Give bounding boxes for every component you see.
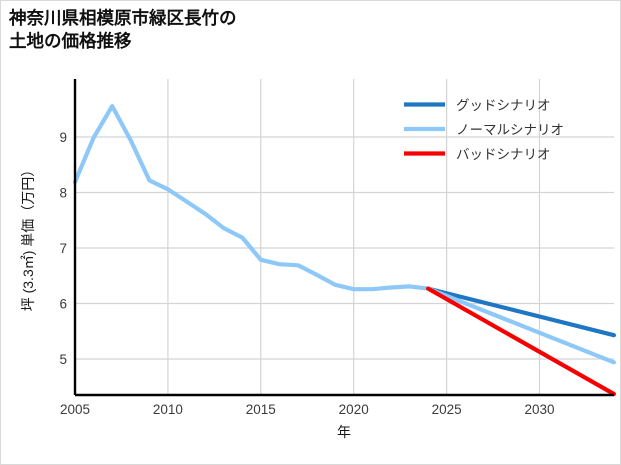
gridlines: [74, 79, 614, 395]
series-line-historical: [72, 103, 431, 292]
x-axis-title: 年: [337, 424, 351, 440]
y-tick-labels: 9 8 7 6 5: [59, 130, 67, 367]
x-tick-label-2020: 2020: [339, 402, 369, 417]
y-tick-label-5: 5: [59, 352, 67, 367]
y-tick-label-9: 9: [59, 130, 67, 145]
legend-label-bad-scenario: バッドシナリオ: [456, 147, 551, 162]
y-axis-title: 坪 (3.3㎡) 単価（万円）: [20, 163, 36, 312]
x-tick-label-2015: 2015: [246, 402, 276, 417]
x-tick-label-2010: 2010: [153, 402, 183, 417]
y-tick-label-7: 7: [59, 241, 67, 256]
x-tick-label-2005: 2005: [60, 402, 90, 417]
page-title: 神奈川県相模原市緑区長竹の 土地の価格推移: [9, 8, 237, 52]
y-tick-label-8: 8: [59, 186, 67, 201]
series-line-bad-scenario: [426, 286, 617, 397]
axes: [73, 79, 614, 397]
legend-label-normal-scenario: ノーマルシナリオ: [456, 123, 564, 138]
data-series: [72, 103, 617, 397]
y-tick-label-6: 6: [59, 297, 67, 312]
x-tick-labels: 2005 2010 2015 2020 2025 2030: [60, 402, 555, 417]
legend: グッドシナリオ ノーマルシナリオ バッドシナリオ: [404, 98, 564, 162]
series-line-good-scenario: [426, 286, 617, 338]
x-tick-label-2025: 2025: [432, 402, 462, 417]
legend-label-good-scenario: グッドシナリオ: [456, 98, 551, 113]
x-tick-label-2030: 2030: [524, 402, 554, 417]
series-line-normal-scenario: [426, 286, 617, 365]
